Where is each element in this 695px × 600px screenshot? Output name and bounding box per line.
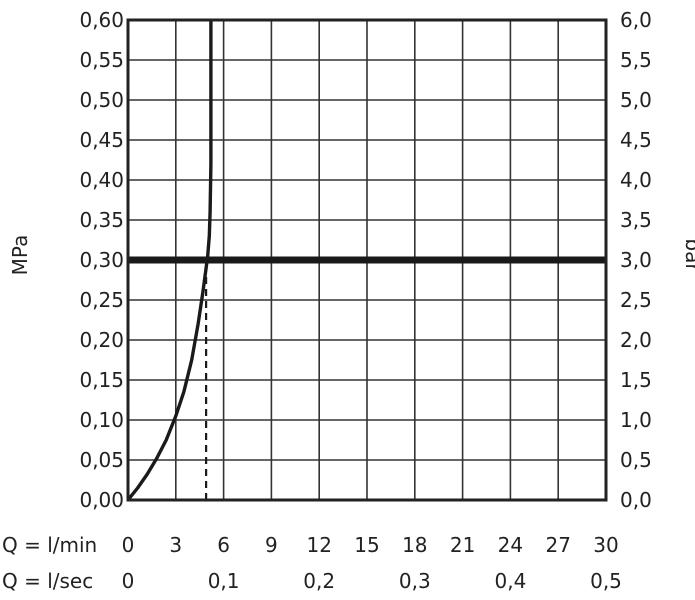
plot-frame: [126, 18, 608, 502]
x-tick-label-lsec: 0,1: [208, 569, 240, 593]
right-tick-label: 3,5: [620, 208, 652, 232]
x-tick-label-lsec: 0,5: [590, 569, 622, 593]
right-tick-label: 4,0: [620, 168, 652, 192]
x-tick-label-lmin: 27: [545, 533, 570, 557]
left-tick-label: 0,05: [79, 448, 124, 472]
plot-border: [126, 18, 608, 502]
flow-pressure-curve: [126, 20, 213, 502]
left-tick-label: 0,45: [79, 128, 124, 152]
left-tick-label: 0,25: [79, 288, 124, 312]
x-tick-label-lsec: 0: [122, 569, 135, 593]
left-tick-label: 0,00: [79, 488, 124, 512]
x-axis-label-lmin: Q = l/min: [2, 533, 97, 557]
right-tick-label: 1,5: [620, 368, 652, 392]
left-tick-label: 0,35: [79, 208, 124, 232]
series-layer: [126, 20, 606, 502]
right-tick-label: 4,5: [620, 128, 652, 152]
x-tick-label-lmin: 12: [306, 533, 331, 557]
x-tick-label-lmin: 21: [450, 533, 475, 557]
y-axis-label-left: MPa: [8, 235, 32, 276]
x-tick-label-lmin: 6: [217, 533, 230, 557]
x-tick-label-lmin: 18: [402, 533, 427, 557]
x-tick-label-lmin: 15: [354, 533, 379, 557]
x-tick-label-lmin: 30: [593, 533, 618, 557]
right-tick-label: 2,0: [620, 328, 652, 352]
left-tick-label: 0,30: [79, 248, 124, 272]
x-tick-label-lsec: 0,4: [494, 569, 526, 593]
right-tick-label: 0,0: [620, 488, 652, 512]
x-tick-label-lmin: 9: [265, 533, 278, 557]
x-axis-label-lsec: Q = l/sec: [2, 569, 93, 593]
left-axis-ticks: 0,00 0,05 0,10 0,15 0,20 0,25 0,30 0,35 0,40 0,45…: [79, 8, 124, 512]
x-tick-label-lmin: 24: [498, 533, 523, 557]
left-tick-label: 0,10: [79, 408, 124, 432]
x-tick-label-lsec: 0,2: [303, 569, 335, 593]
y-axis-label-right: bar: [681, 238, 695, 272]
x-tick-label-lsec: 0,3: [399, 569, 431, 593]
left-tick-label: 0,15: [79, 368, 124, 392]
left-tick-label: 0,60: [79, 8, 124, 32]
x-axis-ticks: 0 3 6 9 12 15 18 21 24 27 30 0 0,1 0,2 0,3 0,4 0,5: [122, 533, 622, 593]
x-tick-label-lmin: 0: [122, 533, 135, 557]
right-tick-label: 0,5: [620, 448, 652, 472]
right-tick-label: 5,0: [620, 88, 652, 112]
right-axis-ticks: 0,0 0,5 1,0 1,5 2,0 2,5 3,0 3,5 4,0 4,5 5,0 5,5 6,0: [620, 8, 652, 512]
right-tick-label: 5,5: [620, 48, 652, 72]
left-tick-label: 0,55: [79, 48, 124, 72]
left-tick-label: 0,20: [79, 328, 124, 352]
x-tick-label-lmin: 3: [169, 533, 182, 557]
right-tick-label: 6,0: [620, 8, 652, 32]
right-tick-label: 3,0: [620, 248, 652, 272]
left-tick-label: 0,50: [79, 88, 124, 112]
right-tick-label: 2,5: [620, 288, 652, 312]
right-tick-label: 1,0: [620, 408, 652, 432]
left-tick-label: 0,40: [79, 168, 124, 192]
